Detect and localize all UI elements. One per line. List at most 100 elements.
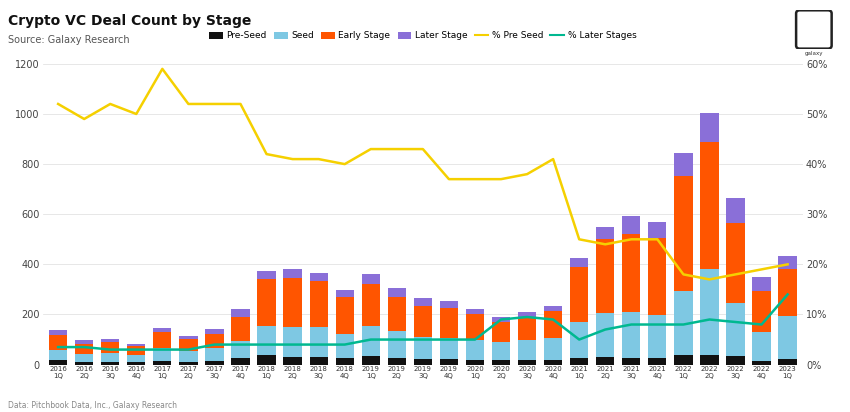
Bar <box>439 359 458 365</box>
% Later Stages <box>626 322 637 327</box>
Bar <box>336 290 354 297</box>
% Later Stages <box>314 342 324 347</box>
% Later Stages <box>366 337 376 342</box>
Bar <box>388 297 406 331</box>
Bar <box>779 269 796 316</box>
Bar <box>622 216 640 234</box>
Bar <box>179 335 197 339</box>
Bar <box>361 284 380 326</box>
Bar <box>466 309 484 314</box>
Bar <box>284 327 302 357</box>
Bar <box>388 331 406 358</box>
% Later Stages <box>79 344 89 349</box>
Text: Source: Galaxy Research: Source: Galaxy Research <box>8 35 130 45</box>
% Pre Seed <box>392 147 402 152</box>
% Pre Seed <box>417 147 428 152</box>
% Later Stages <box>756 322 767 327</box>
Bar <box>544 306 562 311</box>
Bar <box>179 339 197 351</box>
Bar <box>492 360 510 365</box>
% Later Stages <box>262 342 272 347</box>
Bar <box>309 357 328 365</box>
Bar <box>153 328 172 332</box>
Bar <box>727 198 745 223</box>
Bar <box>622 234 640 312</box>
% Later Stages <box>392 337 402 342</box>
Bar <box>752 277 771 291</box>
Bar <box>752 332 771 361</box>
Bar <box>284 357 302 365</box>
Bar <box>49 360 67 365</box>
% Pre Seed <box>470 177 480 182</box>
Bar <box>622 358 640 365</box>
Bar <box>258 271 275 279</box>
Bar <box>518 312 536 318</box>
Bar <box>206 361 224 365</box>
Bar <box>492 321 510 342</box>
% Later Stages <box>652 322 662 327</box>
Bar <box>649 222 666 238</box>
Bar <box>492 317 510 321</box>
% Later Stages <box>730 320 740 325</box>
Bar <box>700 355 718 365</box>
Bar <box>336 334 354 358</box>
Bar <box>153 361 172 365</box>
Legend: Pre-Seed, Seed, Early Stage, Later Stage, % Pre Seed, % Later Stages: Pre-Seed, Seed, Early Stage, Later Stage… <box>206 28 640 44</box>
Bar <box>596 239 615 313</box>
Bar <box>101 353 119 362</box>
Bar <box>128 346 145 355</box>
% Later Stages <box>574 337 584 342</box>
Bar <box>179 351 197 362</box>
% Pre Seed <box>626 237 637 242</box>
% Pre Seed <box>705 277 715 282</box>
% Pre Seed <box>730 272 740 277</box>
Bar <box>700 113 718 142</box>
Line: % Pre Seed: % Pre Seed <box>58 69 788 279</box>
Bar <box>544 311 562 337</box>
% Later Stages <box>678 322 689 327</box>
Bar <box>674 176 693 291</box>
Bar <box>101 339 119 342</box>
Bar <box>361 356 380 365</box>
Bar <box>518 340 536 360</box>
Bar <box>414 359 432 365</box>
Bar <box>752 361 771 365</box>
% Pre Seed <box>157 66 167 71</box>
% Pre Seed <box>184 101 194 106</box>
% Pre Seed <box>496 177 506 182</box>
Bar <box>361 326 380 356</box>
% Pre Seed <box>131 112 141 117</box>
Bar <box>596 227 615 239</box>
% Later Stages <box>53 344 63 349</box>
% Later Stages <box>496 317 506 322</box>
Bar <box>75 362 94 365</box>
Bar <box>258 326 275 355</box>
Bar <box>49 349 67 360</box>
% Later Stages <box>235 342 246 347</box>
% Pre Seed <box>340 162 350 166</box>
% Pre Seed <box>600 242 610 247</box>
Bar <box>439 301 458 308</box>
Bar <box>727 356 745 365</box>
Bar <box>128 344 145 346</box>
Bar <box>206 348 224 361</box>
Bar <box>75 340 94 344</box>
Bar <box>309 273 328 281</box>
Bar <box>544 360 562 365</box>
% Pre Seed <box>522 172 532 177</box>
Bar <box>779 256 796 269</box>
Bar <box>674 355 693 365</box>
% Pre Seed <box>79 117 89 122</box>
Bar <box>284 269 302 278</box>
Text: galaxy: galaxy <box>805 52 823 56</box>
% Later Stages <box>287 342 298 347</box>
Bar <box>727 303 745 356</box>
% Pre Seed <box>53 101 63 106</box>
Bar <box>649 238 666 316</box>
Bar <box>596 313 615 357</box>
% Pre Seed <box>105 101 116 106</box>
Bar <box>258 355 275 365</box>
% Pre Seed <box>262 152 272 157</box>
% Pre Seed <box>366 147 376 152</box>
Bar <box>414 307 432 337</box>
